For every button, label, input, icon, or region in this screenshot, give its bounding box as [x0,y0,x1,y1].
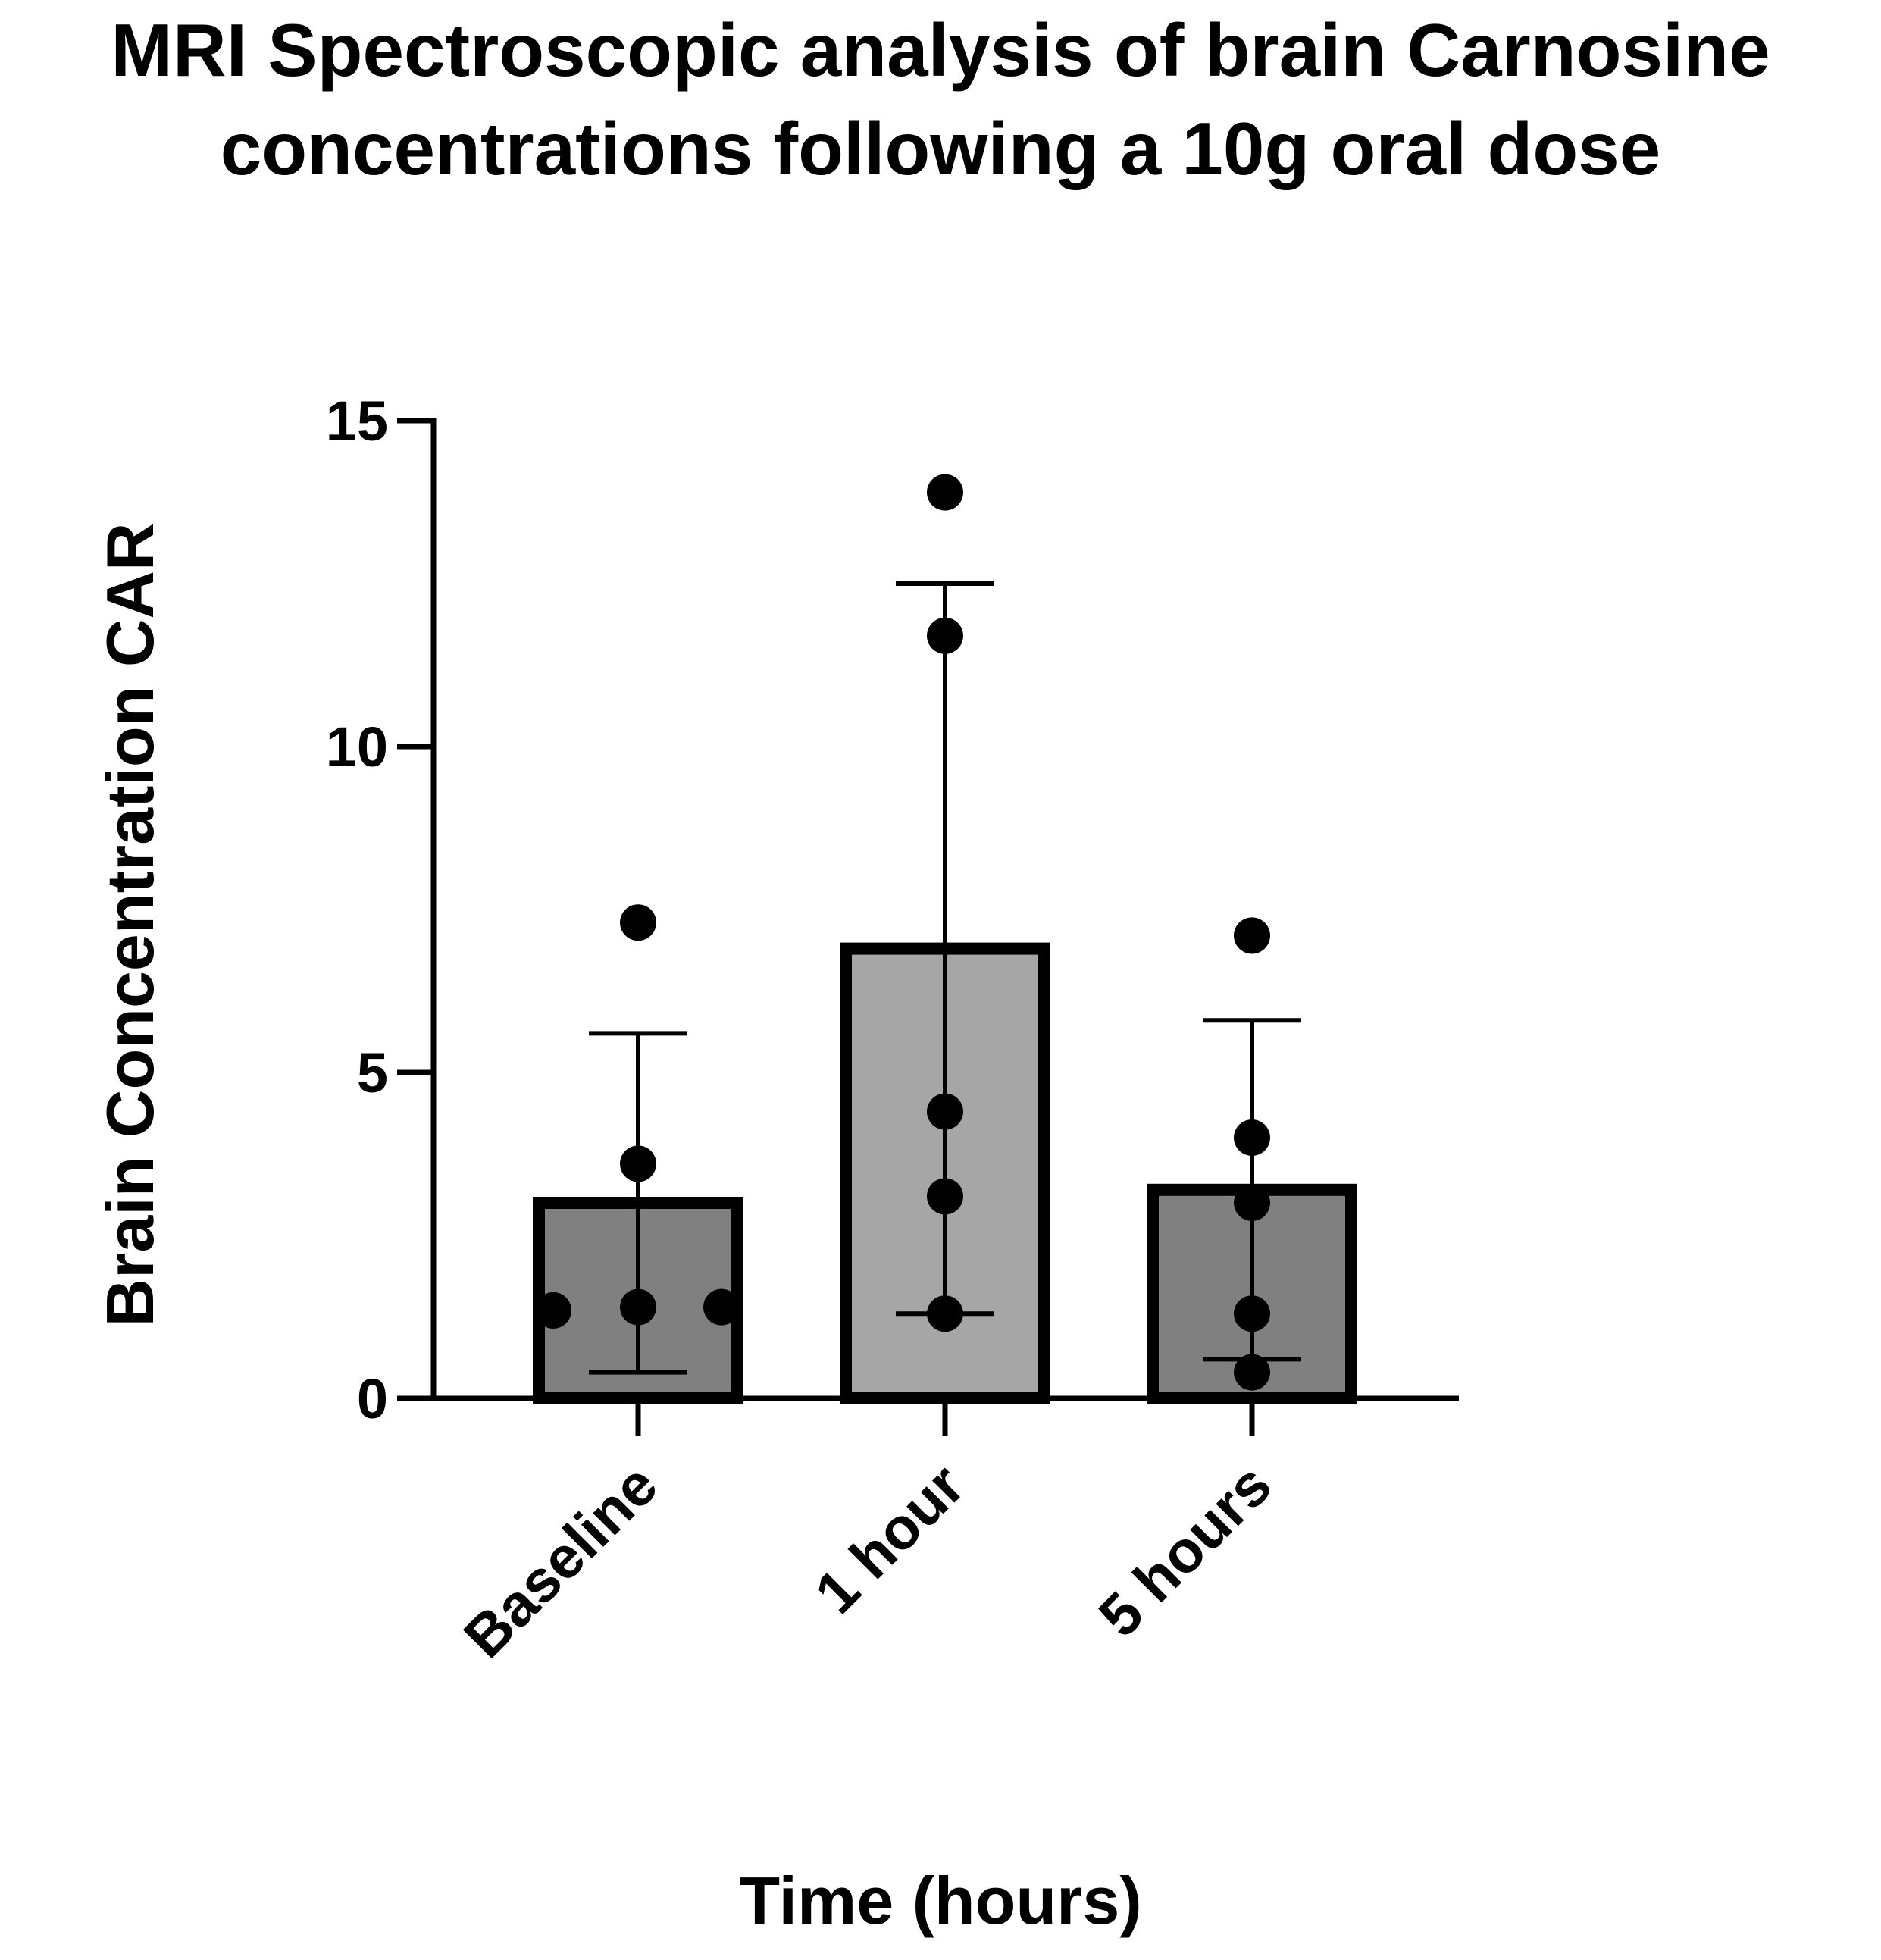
y-tick-label: 5 [357,1041,388,1104]
x-axis-title: Time (hours) [739,1863,1141,1938]
chart-title-line-1: MRI Spectroscopic analysis of brain Carn… [111,8,1770,92]
data-point [927,1295,963,1332]
data-point [927,1178,963,1215]
data-point [927,617,963,654]
x-tick-label: 5 hours [1086,1451,1284,1649]
axes-layer [397,418,1459,1436]
data-point [1234,1354,1270,1391]
data-point [620,1145,656,1182]
y-tick-label: 0 [357,1367,388,1430]
chart-title-line-2: concentrations following a 10g oral dose [221,107,1660,190]
x-tick-label: Baseline [451,1451,670,1670]
data-point [703,1288,740,1326]
data-point [1234,1185,1270,1221]
y-tick-label: 15 [326,390,388,452]
data-point [620,904,656,941]
data-point [1234,1295,1270,1332]
data-point [1234,917,1270,954]
data-point [927,1093,963,1130]
data-point [535,1292,571,1329]
data-point [1234,1119,1270,1156]
data-point [620,1288,656,1326]
labels-layer: 0 5 10 15 Baseline 1 hour 5 hours [326,390,1284,1670]
y-axis-title: Brain Concentration CAR [92,523,167,1327]
x-tick-label: 1 hour [802,1451,977,1627]
y-tick-label: 10 [326,715,388,778]
data-point [927,474,963,511]
points-layer [535,474,1270,1391]
